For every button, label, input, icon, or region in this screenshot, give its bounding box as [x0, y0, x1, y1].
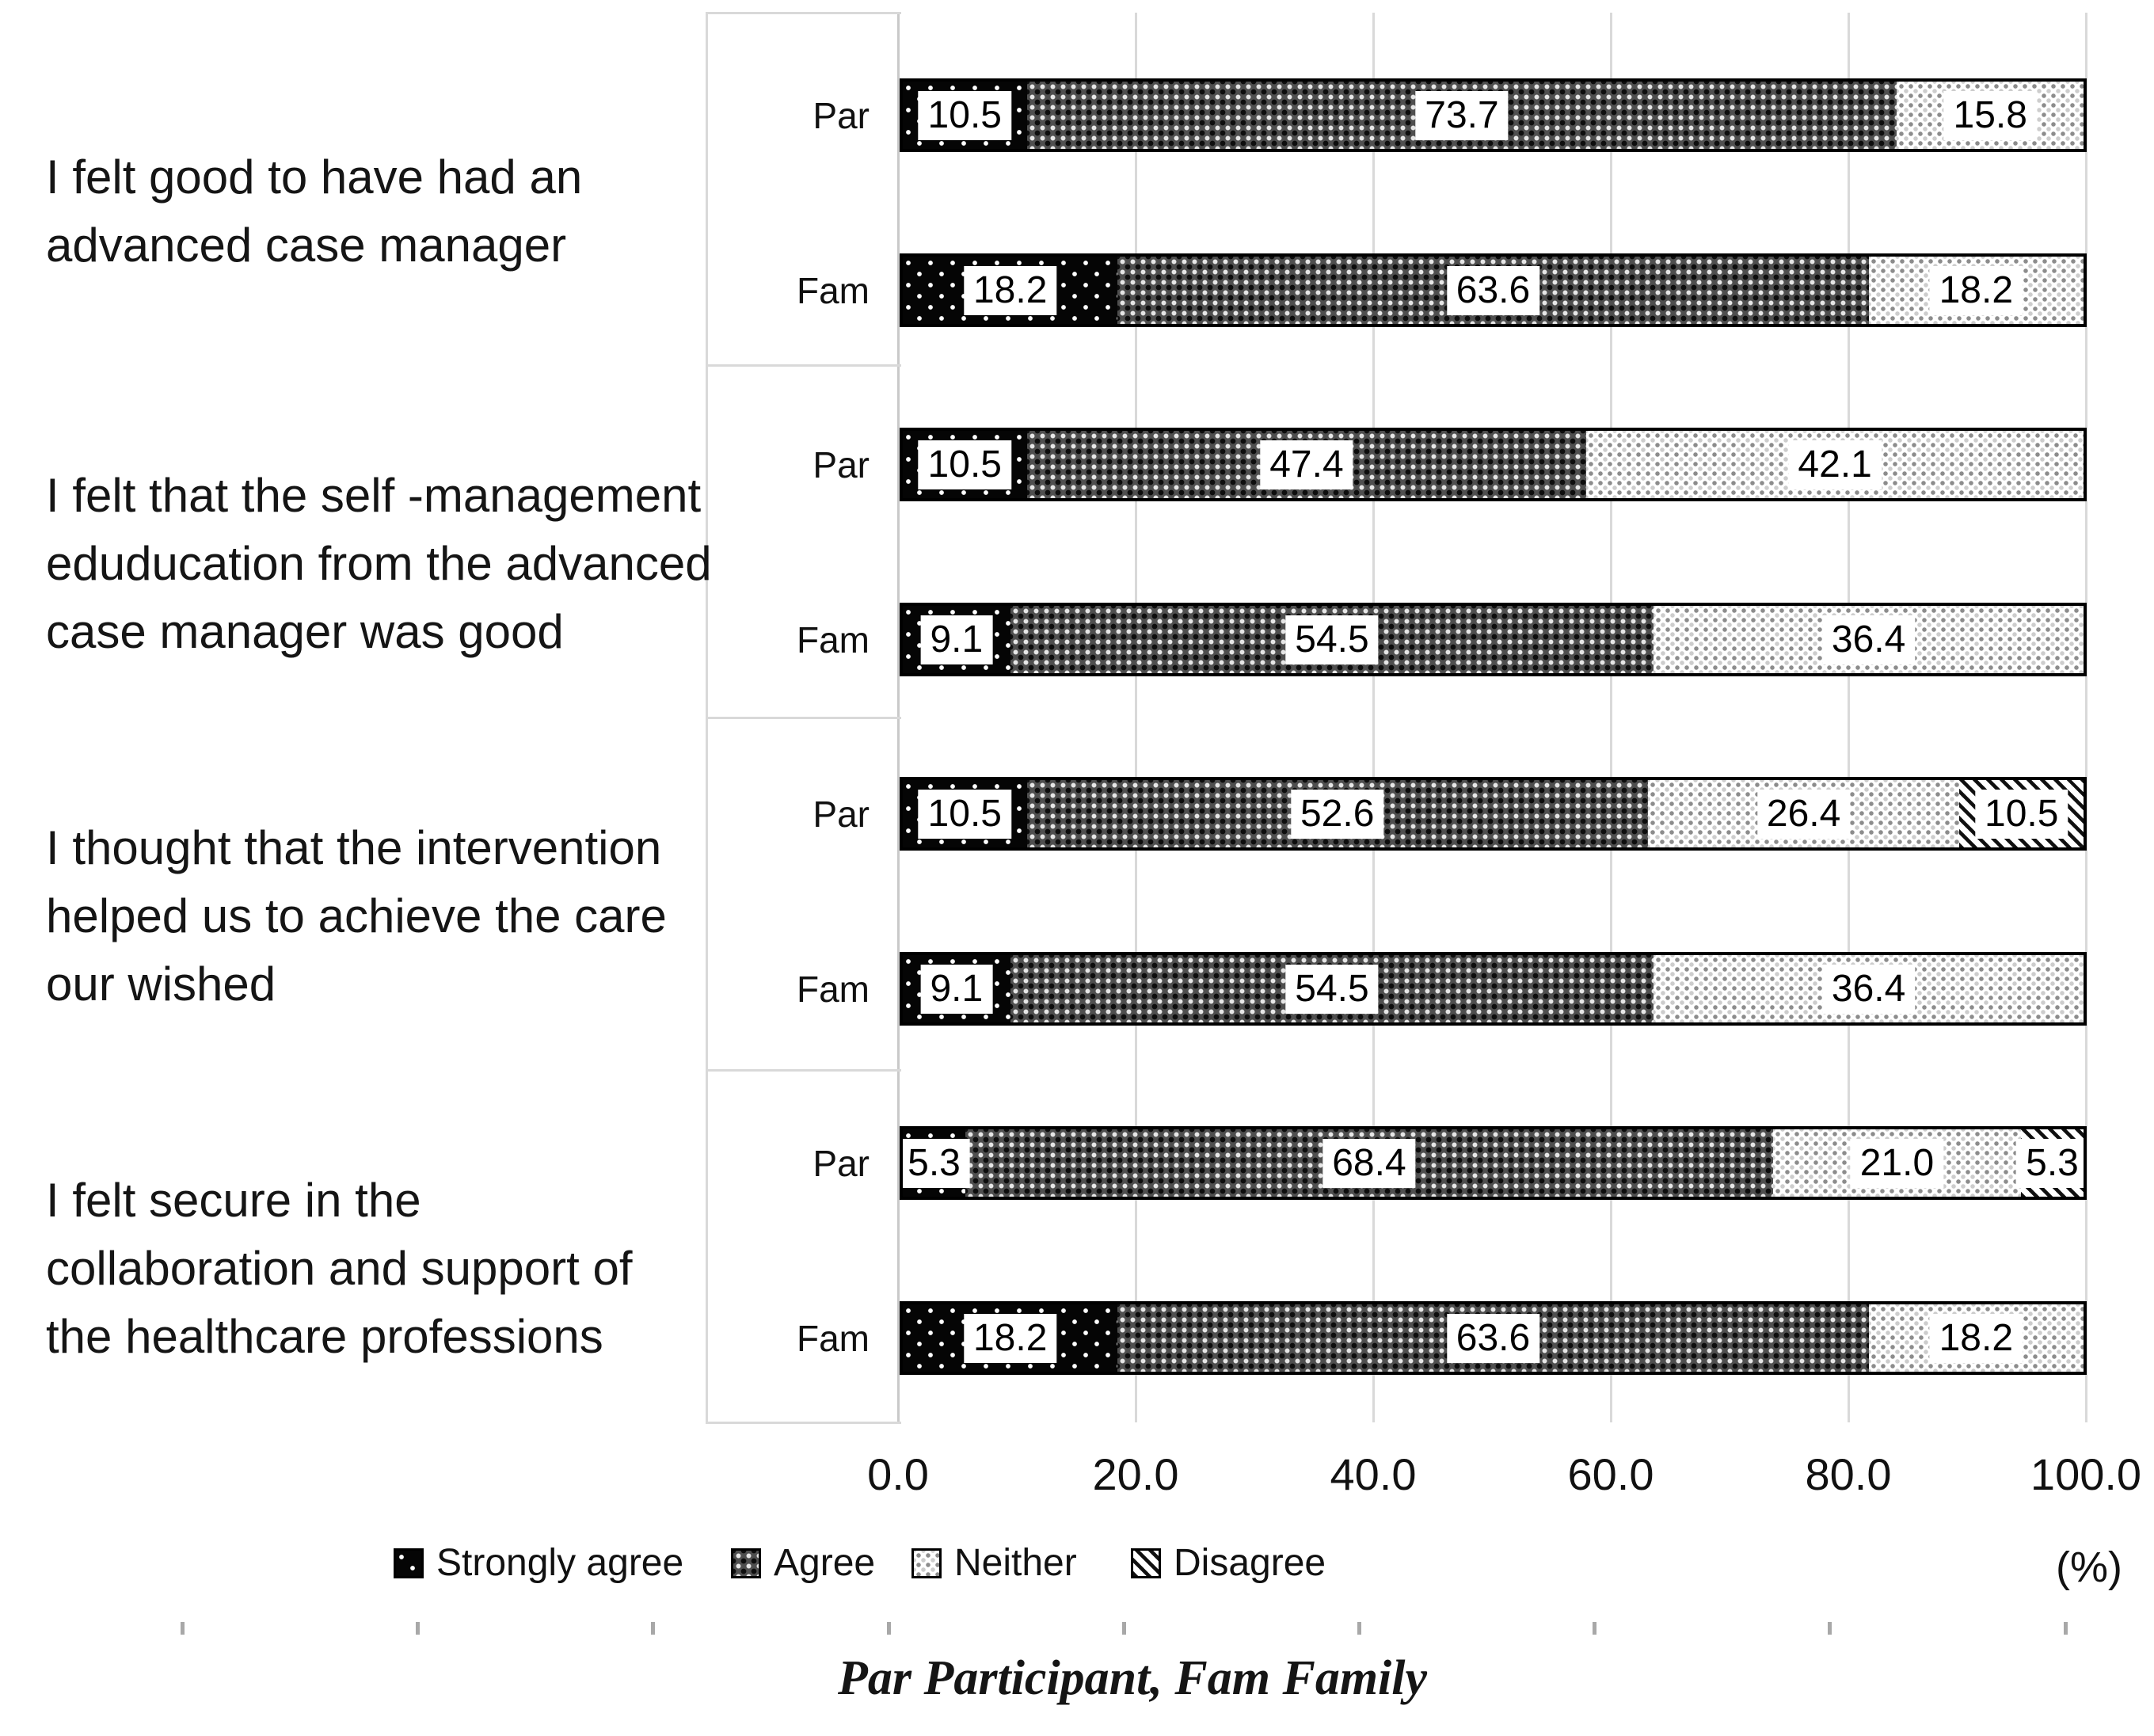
data-label: 18.2	[963, 1313, 1057, 1363]
legend-label: Strongly agree	[436, 1542, 684, 1584]
question-label: I thought that the intervention helped u…	[46, 821, 667, 1011]
row-tick-label: Par	[813, 794, 870, 835]
data-label: 9.1	[920, 615, 993, 664]
row-tick-label: Fam	[797, 1318, 870, 1359]
x-tick-label: 20.0	[1092, 1449, 1179, 1499]
legend-item: Disagree	[1131, 1544, 1326, 1582]
group-separator	[706, 1422, 901, 1424]
gridline	[1848, 13, 1850, 1422]
data-label: 63.6	[1446, 265, 1540, 315]
data-label: 54.5	[1285, 615, 1379, 664]
row-tick-label: Fam	[797, 969, 870, 1010]
data-label: 54.5	[1285, 964, 1379, 1014]
tick-dash	[1828, 1622, 1832, 1635]
tick-dash	[651, 1622, 655, 1635]
tick-dash	[416, 1622, 420, 1635]
legend-swatch-strongly-agree	[394, 1548, 424, 1578]
stacked-bar: 10.5 52.6 26.4 10.5	[900, 777, 2087, 851]
data-label: 10.5	[1975, 789, 2068, 839]
data-label: 18.2	[1929, 1313, 2023, 1363]
x-tick-label: 0.0	[867, 1449, 929, 1499]
stacked-bar: 18.2 63.6 18.2	[900, 253, 2087, 327]
data-label: 9.1	[920, 964, 993, 1014]
legend-swatch-agree	[731, 1548, 761, 1578]
tick-dash	[1122, 1622, 1126, 1635]
data-label: 42.1	[1788, 440, 1882, 489]
data-label: 5.3	[2016, 1138, 2084, 1188]
question-label: I felt good to have had an advanced case…	[46, 150, 583, 272]
x-tick-label: 100.0	[2030, 1449, 2142, 1499]
data-label: 47.4	[1260, 440, 1353, 489]
legend-label: Agree	[774, 1542, 876, 1584]
legend-item: Neither	[911, 1544, 1077, 1582]
tick-dash	[1593, 1622, 1596, 1635]
data-label: 10.5	[918, 440, 1011, 489]
row-tick-label: Par	[813, 95, 870, 136]
data-label: 63.6	[1446, 1313, 1540, 1363]
data-label: 21.0	[1850, 1138, 1944, 1188]
legend-item: Agree	[731, 1544, 875, 1582]
row-tick-label: Par	[813, 1143, 870, 1184]
row-tick-label: Fam	[797, 270, 870, 311]
data-label: 10.5	[918, 789, 1011, 839]
data-label: 10.5	[918, 90, 1011, 140]
data-label: 15.8	[1943, 90, 2037, 140]
legend-item: Strongly agree	[394, 1544, 683, 1582]
x-tick-label: 60.0	[1567, 1449, 1654, 1499]
legend-label: Disagree	[1174, 1542, 1326, 1584]
group-separator	[706, 1069, 901, 1072]
tick-dash	[1357, 1622, 1361, 1635]
x-tick-label: 40.0	[1330, 1449, 1417, 1499]
data-label: 18.2	[963, 265, 1057, 315]
row-tick-label: Fam	[797, 619, 870, 661]
stacked-bar: 18.2 63.6 18.2	[900, 1301, 2087, 1375]
legend-label: Neither	[954, 1542, 1077, 1584]
data-label: 68.4	[1322, 1138, 1416, 1188]
data-label: 36.4	[1821, 615, 1916, 664]
gridline	[1610, 13, 1612, 1422]
gridline	[1135, 13, 1137, 1422]
data-label: 36.4	[1821, 964, 1916, 1014]
data-label: 52.6	[1290, 789, 1384, 839]
gridline	[1372, 13, 1375, 1422]
tick-dash	[2064, 1622, 2068, 1635]
group-separator	[706, 12, 901, 14]
stacked-bar: 9.1 54.5 36.4	[900, 603, 2087, 676]
x-tick-label: 80.0	[1805, 1449, 1892, 1499]
question-label: I felt secure in the collaboration and s…	[46, 1174, 633, 1363]
legend-swatch-neither	[911, 1548, 942, 1578]
footnote: Par Participant, Fam Family	[837, 1651, 1428, 1705]
percent-unit-label: (%)	[2056, 1544, 2122, 1591]
stacked-bar: 10.5 73.7 15.8	[900, 78, 2087, 152]
data-label: 73.7	[1415, 90, 1509, 140]
question-label: I felt that the self -management eduduca…	[46, 469, 712, 658]
stacked-bar: 9.1 54.5 36.4	[900, 952, 2087, 1026]
tick-dash	[887, 1622, 891, 1635]
data-label: 5.3	[903, 1138, 970, 1188]
group-separator	[706, 364, 901, 367]
tick-dash	[181, 1622, 185, 1635]
group-separator	[706, 717, 901, 719]
stacked-bar: 5.3 68.4 21.0 5.3	[900, 1126, 2087, 1200]
stacked-bar: 10.5 47.4 42.1	[900, 428, 2087, 501]
data-label: 18.2	[1929, 265, 2023, 315]
legend-swatch-disagree	[1131, 1548, 1161, 1578]
data-label: 26.4	[1756, 789, 1851, 839]
gridline	[2085, 13, 2087, 1422]
row-tick-label: Par	[813, 444, 870, 485]
